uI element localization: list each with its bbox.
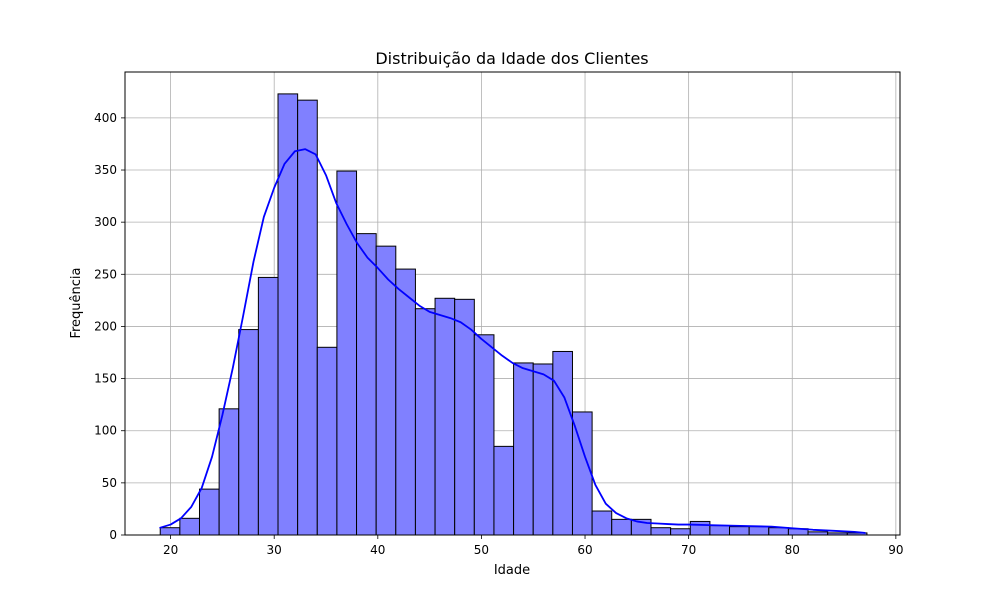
histogram-bar [670,528,691,536]
histogram-bar [159,527,181,536]
y-tick-label: 300 [94,215,117,229]
chart-title: Distribuição da Idade dos Clientes [375,49,648,68]
y-tick-label: 250 [94,267,117,281]
histogram-bar [552,350,573,536]
y-tick-label: 150 [94,372,117,386]
kde-line [159,148,866,534]
histogram-bar [238,329,259,536]
histogram-bar [356,233,377,536]
x-axis-label: Idade [494,563,530,578]
x-tick-label: 40 [370,543,385,557]
y-tick-label: 200 [94,319,117,333]
plot-frame [124,71,901,536]
x-tick-label: 50 [474,543,489,557]
histogram-bar [513,362,534,536]
histogram-bar [591,510,613,536]
x-tick-label: 80 [785,543,800,557]
histogram-bar [768,527,789,536]
histogram-bar [611,518,632,536]
histogram-bar [375,245,397,536]
histogram-bar [748,526,770,536]
y-tick-label: 50 [102,476,117,490]
histogram-bar [179,517,200,536]
y-tick-label: 400 [94,111,117,125]
histogram-bar [198,488,220,536]
histogram-bar [709,525,731,536]
histogram-bar [532,363,554,536]
histogram-bar [395,268,416,536]
histogram-bar [473,334,495,536]
x-tick-label: 30 [267,543,282,557]
x-tick-label: 60 [577,543,592,557]
y-axis-label: Frequência [69,267,84,338]
histogram-bar [257,276,279,536]
y-tick-label: 0 [109,528,117,542]
histogram-bar [454,298,475,536]
histogram-bar [493,445,515,536]
kde-layer [159,148,866,534]
histogram-bar [434,297,456,536]
y-tick-label: 100 [94,424,117,438]
histogram-bar [297,99,318,536]
histogram-bar [218,408,240,536]
histogram-bar [316,346,338,536]
x-tick-label: 70 [681,543,696,557]
histogram-bar [650,527,672,536]
x-tick-label: 90 [888,543,903,557]
histogram-bar [729,526,750,536]
bars-layer [159,93,868,536]
histogram-bar [689,520,711,536]
ticks-layer: 20 30 40 50 60 70 80 90 0 50 100 150 200 250 300 350 400 [94,111,903,557]
x-tick-label: 20 [163,543,178,557]
histogram-bar [414,308,436,536]
y-tick-label: 350 [94,163,117,177]
